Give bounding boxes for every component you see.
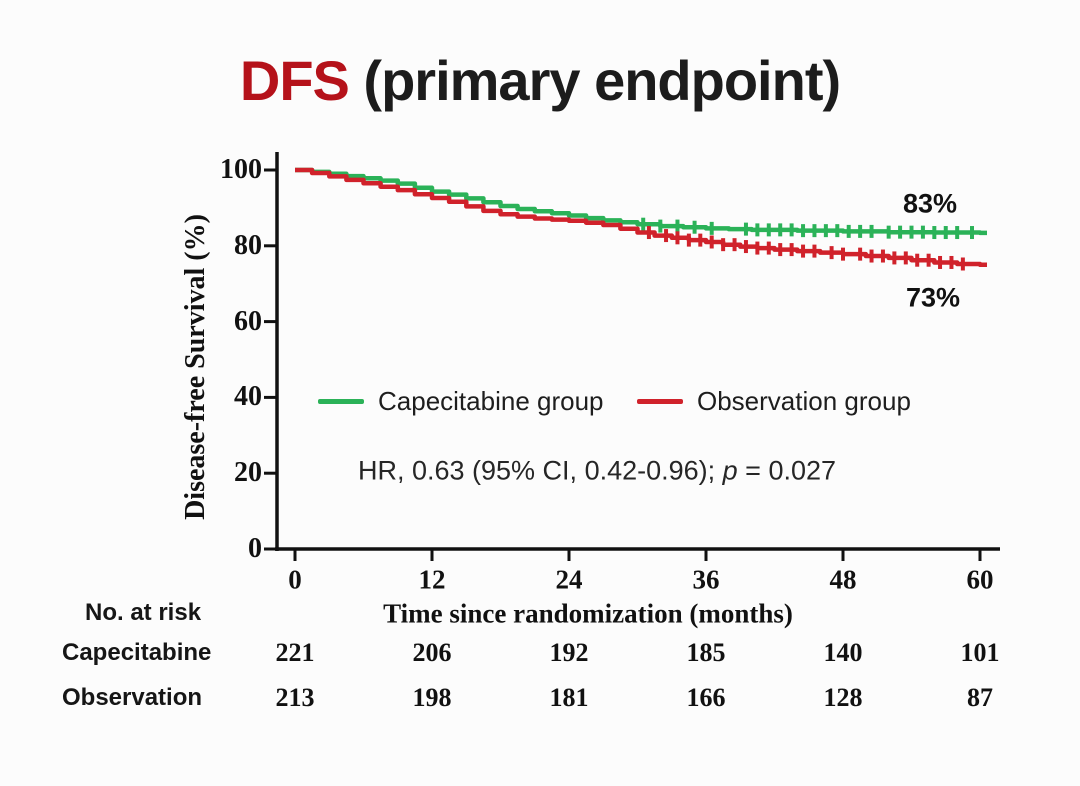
capecitabine-curve <box>295 167 987 236</box>
risk-value: 101 <box>960 638 1000 667</box>
p-symbol: p <box>722 455 738 486</box>
y-tick-label: 40 <box>234 381 262 413</box>
page-title: DFS (primary endpoint) <box>0 48 1080 113</box>
risk-value: 206 <box>412 638 452 667</box>
hr-text: HR, 0.63 (95% CI, 0.42-0.96); <box>357 455 723 486</box>
y-tick-label: 0 <box>248 533 262 564</box>
risk-value: 221 <box>275 638 315 667</box>
x-tick-label: 24 <box>555 564 583 595</box>
legend-label-capecitabine: Capecitabine group <box>378 385 604 416</box>
title-abbreviation: DFS <box>239 49 350 112</box>
risk-value: 185 <box>686 638 726 667</box>
observation-legend-line-icon <box>637 398 683 404</box>
risk-row-label-observation: Observation <box>62 684 203 711</box>
observation-curve <box>295 167 987 268</box>
title-rest: (primary endpoint) <box>348 49 841 112</box>
risk-value: 213 <box>275 683 315 712</box>
x-axis-title: Time since randomization (months) <box>383 598 793 629</box>
risk-value: 198 <box>412 683 452 712</box>
x-tick-label: 12 <box>418 564 446 595</box>
x-tick-label: 0 <box>288 564 302 595</box>
risk-table-heading: No. at risk <box>85 599 202 626</box>
capecitabine-legend-line-icon <box>318 398 364 404</box>
risk-value: 128 <box>823 683 863 712</box>
risk-value: 87 <box>967 683 993 712</box>
hazard-ratio-annotation: HR, 0.63 (95% CI, 0.42-0.96); p = 0.027 <box>358 456 836 487</box>
y-tick-label: 60 <box>234 305 262 337</box>
legend-item-capecitabine: Capecitabine group <box>318 386 604 416</box>
risk-value: 192 <box>549 638 589 667</box>
legend-item-observation: Observation group <box>637 386 911 416</box>
y-tick-label: 100 <box>220 154 262 185</box>
x-tick-label: 36 <box>692 564 720 595</box>
x-tick-label: 48 <box>829 564 857 595</box>
p-value-text: = 0.027 <box>737 455 837 486</box>
y-tick-label: 80 <box>234 229 262 261</box>
legend-label-observation: Observation group <box>697 385 911 416</box>
risk-value: 140 <box>823 638 863 667</box>
risk-value: 166 <box>686 683 726 712</box>
observation-end-rate-label: 73% <box>905 282 961 313</box>
capecitabine-end-rate-label: 83% <box>902 188 958 219</box>
x-tick-label: 60 <box>966 564 994 595</box>
risk-row-label-capecitabine: Capecitabine <box>62 639 212 666</box>
risk-value: 181 <box>549 683 589 712</box>
y-tick-label: 20 <box>234 457 262 489</box>
